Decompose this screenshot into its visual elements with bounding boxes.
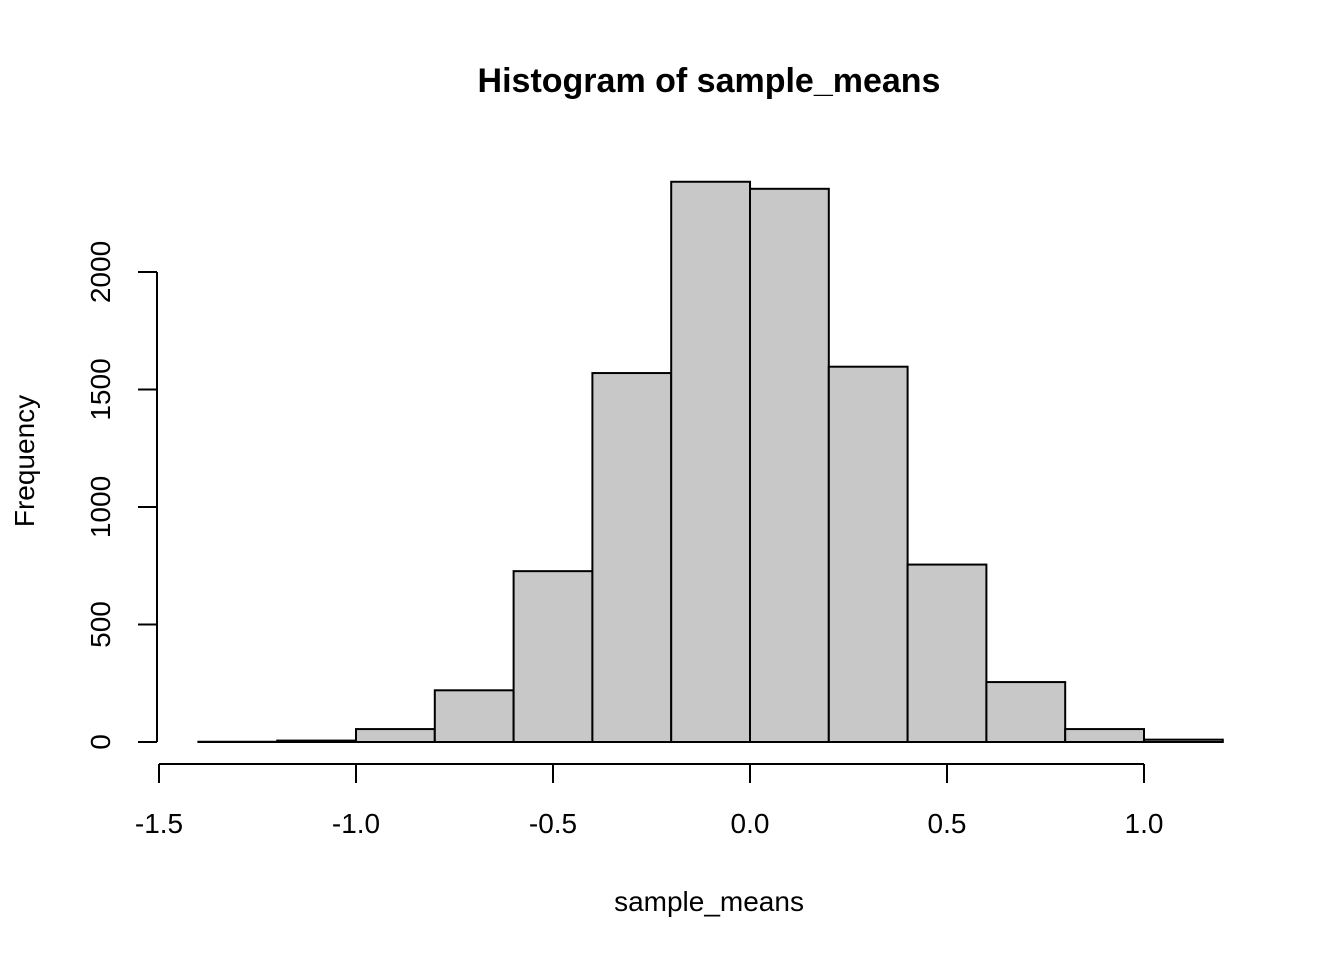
histogram-bar — [512, 570, 594, 744]
x-axis-label: sample_means — [614, 886, 804, 917]
x-tick-label: -0.5 — [529, 808, 577, 839]
histogram-bar — [276, 739, 358, 744]
histogram-bar — [1143, 738, 1224, 744]
histogram-bar — [591, 372, 673, 743]
y-tick-label: 1500 — [85, 358, 116, 420]
y-tick-label: 2000 — [85, 241, 116, 303]
x-tick-label: 1.0 — [1125, 808, 1164, 839]
histogram-bar — [1064, 728, 1145, 744]
x-tick-label: 0.0 — [731, 808, 770, 839]
x-axis: -1.5 -1.0 -0.5 0.0 0.5 1.0 — [135, 763, 1164, 839]
x-tick-label: -1.5 — [135, 808, 183, 839]
histogram-bar — [749, 187, 830, 743]
chart-title: Histogram of sample_means — [478, 62, 941, 100]
histogram-bar — [827, 365, 909, 743]
x-tick-label: -1.0 — [332, 808, 380, 839]
bars-group — [197, 180, 1224, 744]
histogram-bar — [985, 681, 1067, 744]
y-tick-label: 0 — [85, 734, 116, 750]
x-tick-label: 0.5 — [928, 808, 967, 839]
histogram-bar — [906, 563, 988, 744]
y-tick-label: 1000 — [85, 476, 116, 538]
y-axis-label: Frequency — [9, 395, 40, 527]
histogram-bar — [670, 180, 752, 743]
histogram-bar — [433, 689, 515, 743]
y-tick-label: 500 — [85, 601, 116, 648]
y-axis: 0 500 1000 1500 2000 — [85, 241, 158, 750]
histogram-bar — [355, 728, 436, 744]
